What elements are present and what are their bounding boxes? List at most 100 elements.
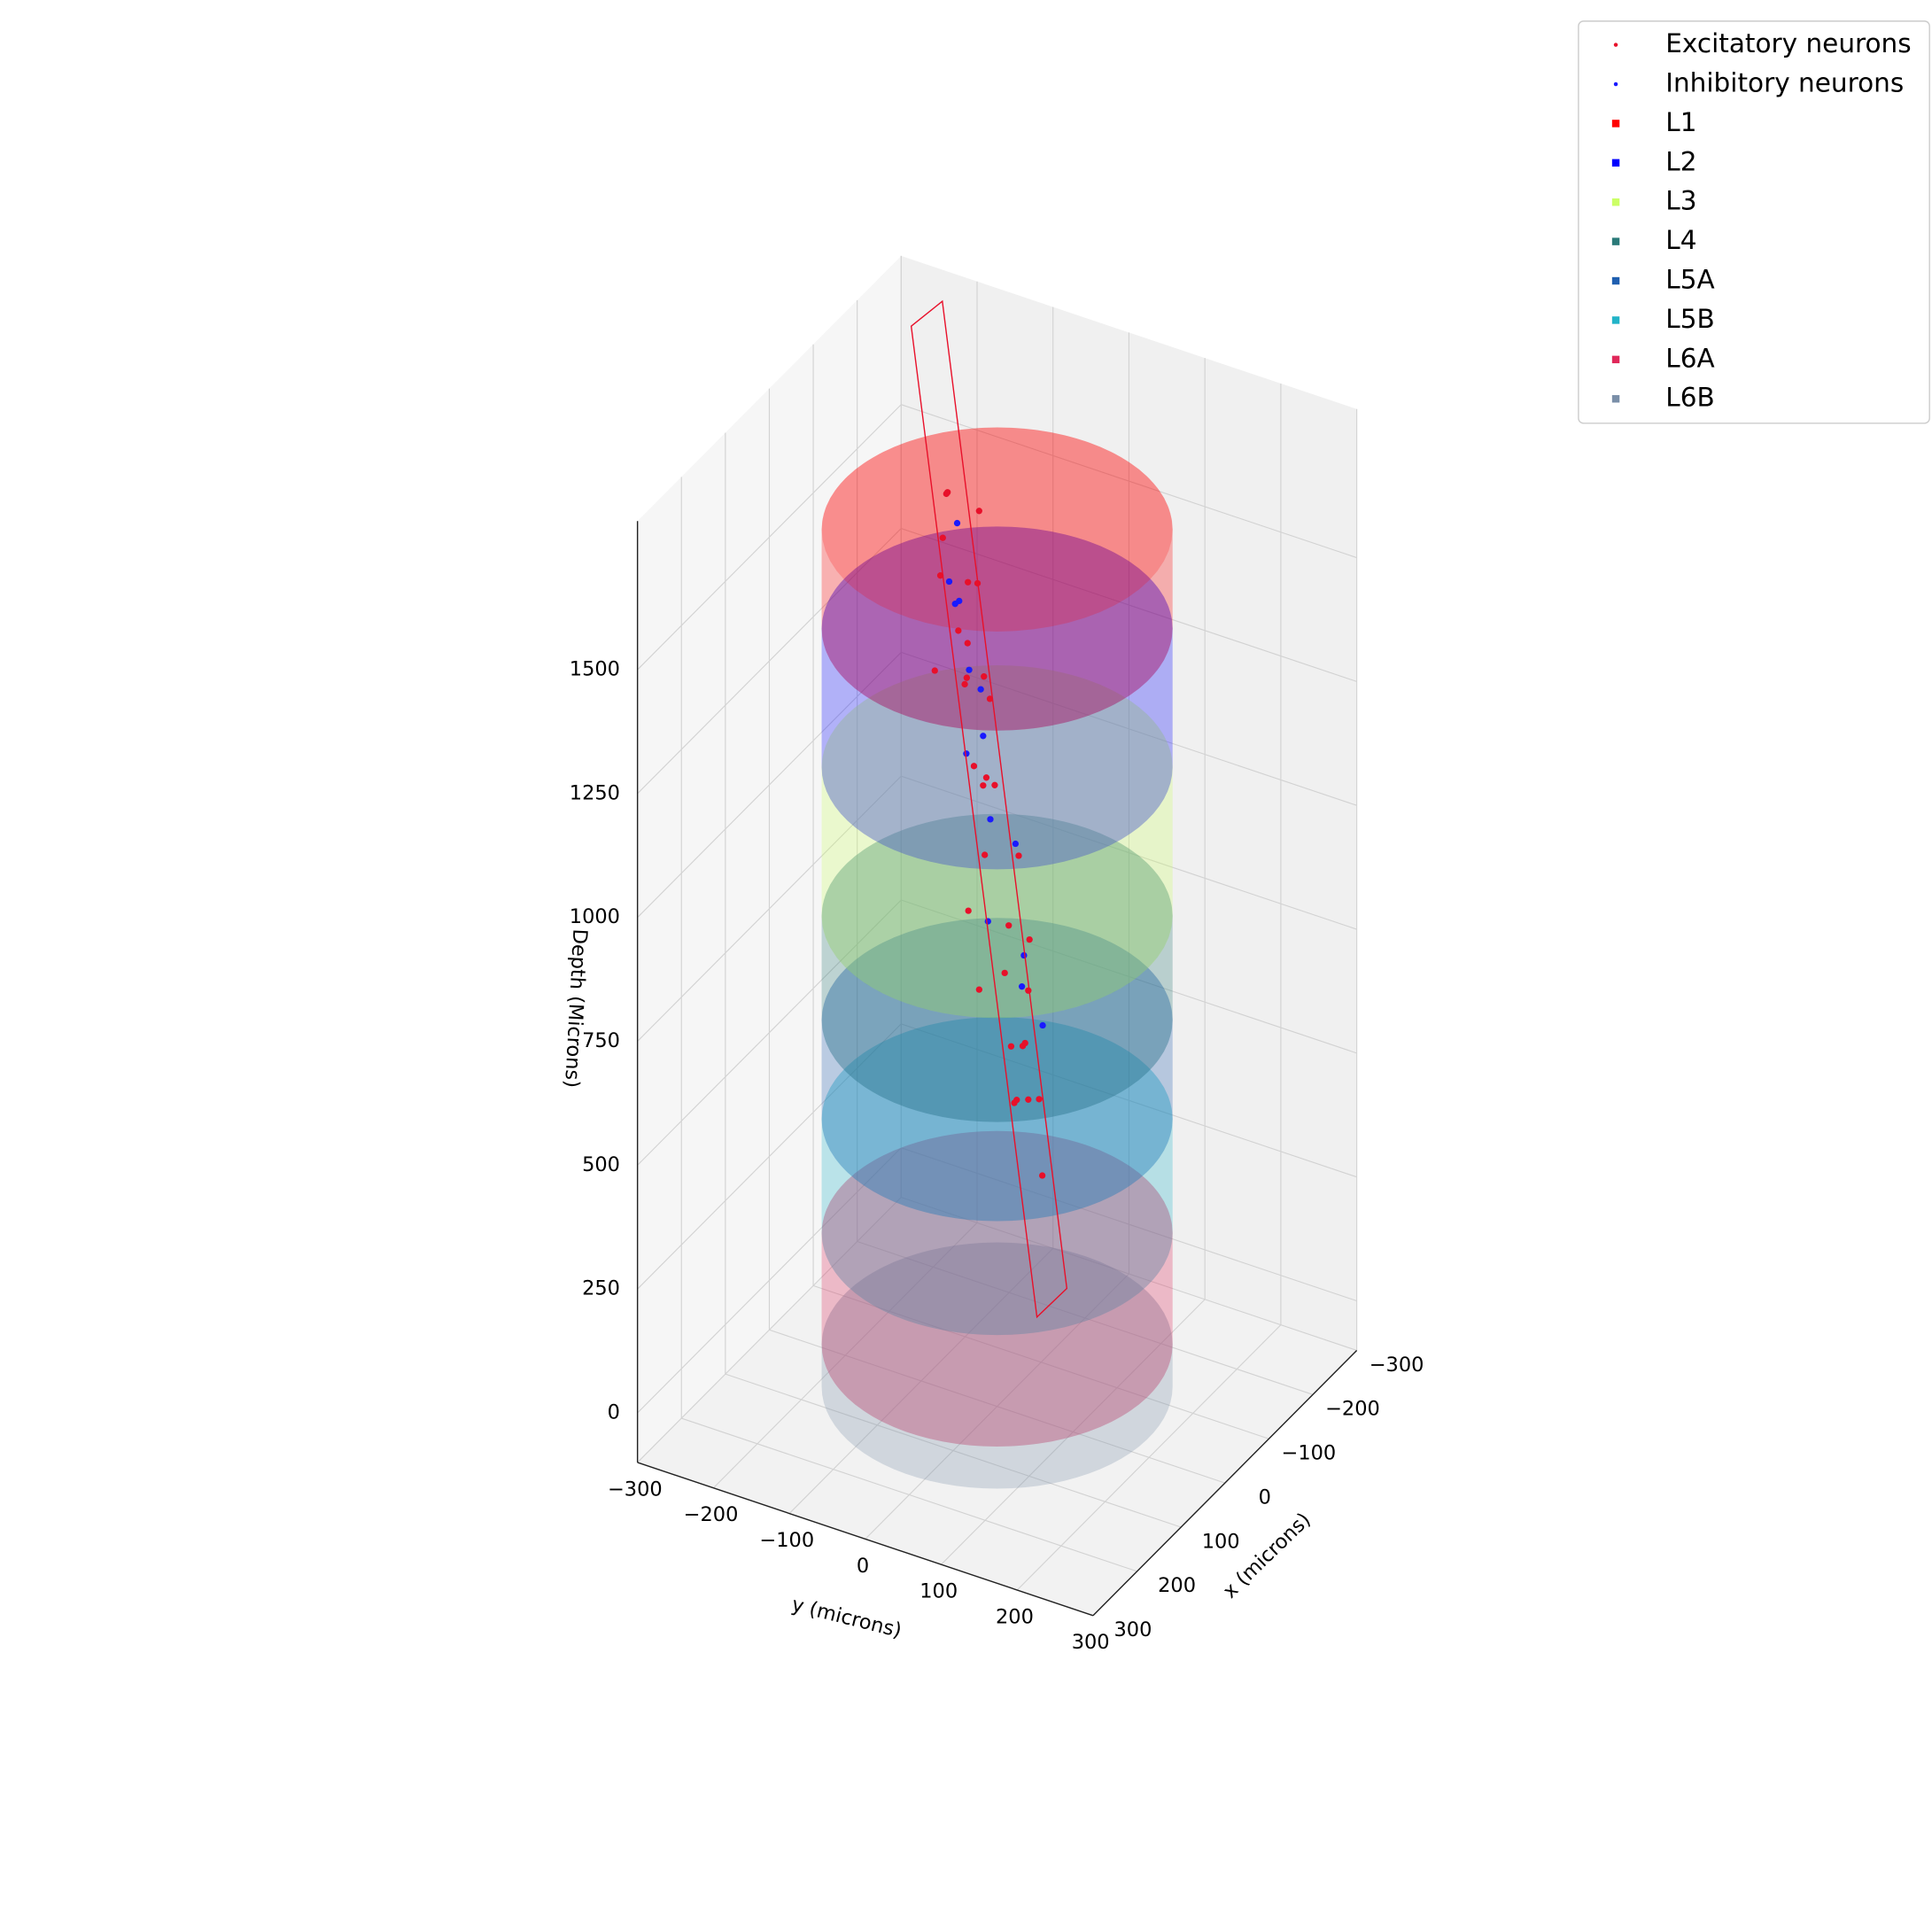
x-tick-label: 200 <box>1158 1574 1196 1597</box>
x-tick-label: −100 <box>1282 1442 1337 1465</box>
panes <box>637 255 1358 1617</box>
z-tick-label: 0 <box>608 1401 620 1424</box>
legend-marker <box>1611 316 1620 324</box>
neuron-point <box>945 578 953 586</box>
legend-label: Inhibitory neurons <box>1665 67 1904 97</box>
legend-label: L6A <box>1665 343 1714 373</box>
grid-line <box>1016 1324 1282 1591</box>
neuron-point <box>1025 987 1032 994</box>
layer-top <box>821 1242 1173 1447</box>
y-tick-label: 200 <box>996 1605 1034 1628</box>
neuron-point <box>977 686 984 693</box>
neuron-point <box>931 667 938 674</box>
layers <box>821 427 1173 1489</box>
grid-line <box>901 651 1357 806</box>
grid-line <box>637 1023 902 1290</box>
neuron-point <box>986 695 994 702</box>
layer-cylinder <box>821 1017 1173 1336</box>
neuron-point <box>982 774 990 781</box>
grid-line <box>637 528 902 795</box>
neuron-point <box>980 733 987 740</box>
neuron-point <box>1013 1097 1020 1104</box>
y-tick-label: 0 <box>857 1555 869 1578</box>
neuron-point <box>1026 935 1033 943</box>
z-tick-label: 250 <box>582 1277 620 1300</box>
neuron-point <box>1001 969 1008 977</box>
neuron-point <box>1039 1021 1046 1029</box>
y-axis-label: y (microns) <box>789 1593 904 1642</box>
grid-line <box>637 651 902 919</box>
layer-top <box>821 1130 1173 1336</box>
legend-marker <box>1611 198 1620 206</box>
layer-top <box>821 918 1173 1122</box>
legend-marker <box>1611 159 1620 167</box>
neuron-point <box>975 508 982 515</box>
y-tick-label: 300 <box>1072 1631 1110 1654</box>
legend-label: L5B <box>1665 304 1714 334</box>
grid-line <box>637 404 902 671</box>
layer-top <box>821 526 1173 731</box>
legend-label: L5A <box>1665 265 1714 295</box>
neuron-point <box>955 627 962 634</box>
layer-cylinder <box>821 813 1173 1122</box>
layer-top <box>821 427 1173 632</box>
neuron-point <box>1025 1096 1032 1103</box>
legend-label: L1 <box>1665 107 1696 137</box>
x-tick-label: 300 <box>1114 1618 1152 1641</box>
layer-top <box>821 813 1173 1019</box>
x-tick-label: −300 <box>1369 1354 1424 1377</box>
legend-marker <box>1611 355 1620 364</box>
grid-line <box>901 528 1357 682</box>
neuron-point <box>953 519 961 527</box>
neuron-point <box>936 572 944 579</box>
neuron-point <box>970 763 978 770</box>
layer-top <box>821 1017 1173 1222</box>
y-tick-label: −300 <box>608 1478 663 1501</box>
neuron-point <box>980 782 987 789</box>
x-axis-label: x (microns) <box>1219 1509 1315 1603</box>
neuron-point <box>951 601 958 608</box>
neuron-point <box>1021 1039 1028 1047</box>
z-tick-label: 1000 <box>570 905 620 928</box>
neuron-point <box>987 816 994 823</box>
neuron-point <box>1007 1043 1015 1050</box>
z-tick-label: 1500 <box>570 658 620 681</box>
neuron-point <box>939 534 946 541</box>
grid-line <box>865 1273 1129 1540</box>
layer-cylinder <box>821 526 1173 870</box>
legend-marker <box>1613 81 1618 87</box>
neuron-point <box>965 578 972 586</box>
x-tick-label: −200 <box>1325 1398 1380 1421</box>
legend-marker <box>1613 43 1618 47</box>
layer-cylinder <box>821 1242 1173 1489</box>
legend-label: L2 <box>1665 146 1696 176</box>
legend-label: L6B <box>1665 383 1714 413</box>
x-tick-label: 100 <box>1202 1530 1240 1553</box>
legend-marker <box>1611 120 1620 128</box>
grid-line <box>788 1247 1054 1514</box>
axis-line <box>637 1462 1094 1617</box>
neuron-point <box>963 674 970 681</box>
layer-cylinder <box>821 427 1173 731</box>
grid-line <box>901 1023 1357 1178</box>
legend-label: L4 <box>1665 225 1696 255</box>
grid-line <box>901 775 1357 930</box>
neuron-point <box>984 918 991 925</box>
neuron-point <box>1036 1096 1043 1103</box>
legend-box <box>1578 20 1930 424</box>
legend-marker <box>1611 395 1620 403</box>
grid-line <box>637 1147 902 1414</box>
x-tick-label: 0 <box>1259 1486 1271 1509</box>
probe-outline <box>910 299 1068 1319</box>
grid-line <box>901 1147 1357 1302</box>
neuron-point <box>981 673 988 680</box>
neuron-point <box>1038 1172 1046 1179</box>
neuron-point <box>975 986 983 993</box>
grid-line <box>637 899 902 1166</box>
neuron-point <box>961 680 968 688</box>
y-tick-label: 100 <box>919 1580 958 1603</box>
neuron-point <box>1015 852 1022 859</box>
y-tick-label: −100 <box>759 1529 814 1552</box>
grid-line <box>712 1222 978 1489</box>
